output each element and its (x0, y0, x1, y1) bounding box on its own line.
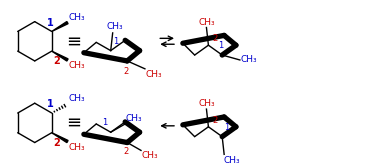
Polygon shape (52, 51, 68, 61)
Text: 1: 1 (113, 37, 118, 46)
Text: 1: 1 (47, 99, 54, 109)
Text: 2: 2 (212, 116, 218, 125)
Text: 2: 2 (212, 34, 218, 43)
Text: CH₃: CH₃ (146, 70, 162, 79)
Text: CH₃: CH₃ (68, 94, 85, 103)
Polygon shape (52, 22, 68, 31)
Text: 1: 1 (103, 118, 108, 127)
Text: CH₃: CH₃ (241, 55, 258, 64)
Text: CH₃: CH₃ (68, 13, 85, 22)
Text: 2: 2 (54, 56, 60, 66)
Text: CH₃: CH₃ (68, 61, 85, 70)
Text: 2: 2 (54, 138, 60, 148)
Text: 1: 1 (218, 41, 224, 50)
Text: ≡: ≡ (66, 114, 82, 132)
Polygon shape (52, 133, 68, 143)
Text: 2: 2 (124, 147, 129, 156)
Text: CH₃: CH₃ (68, 142, 85, 151)
Text: CH₃: CH₃ (142, 151, 159, 160)
Text: CH₃: CH₃ (199, 18, 215, 27)
Text: CH₃: CH₃ (223, 156, 240, 165)
Text: 1: 1 (224, 123, 229, 132)
Text: CH₃: CH₃ (199, 99, 215, 108)
Text: CH₃: CH₃ (126, 114, 142, 123)
Text: 2: 2 (124, 67, 129, 76)
Text: CH₃: CH₃ (107, 22, 123, 31)
Text: 1: 1 (47, 18, 54, 28)
Text: ≡: ≡ (66, 32, 82, 50)
